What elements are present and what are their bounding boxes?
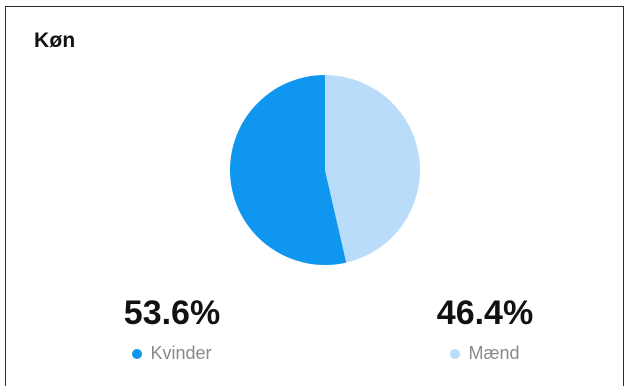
legend-men-label: Mænd	[468, 343, 519, 364]
gender-card: Køn 53.6% Kvinder 46.4% Mænd	[5, 6, 624, 386]
card-title: Køn	[34, 29, 75, 53]
stat-men-value: 46.4%	[385, 293, 585, 333]
legend-women: Kvinder	[132, 343, 211, 364]
gender-pie-chart	[225, 70, 425, 270]
legend-men: Mænd	[450, 343, 519, 364]
legend-dot-women	[132, 349, 142, 359]
stat-women: 53.6% Kvinder	[72, 293, 272, 364]
stat-men: 46.4% Mænd	[385, 293, 585, 364]
legend-women-label: Kvinder	[150, 343, 211, 364]
stat-women-value: 53.6%	[72, 293, 272, 333]
legend-dot-men	[450, 349, 460, 359]
